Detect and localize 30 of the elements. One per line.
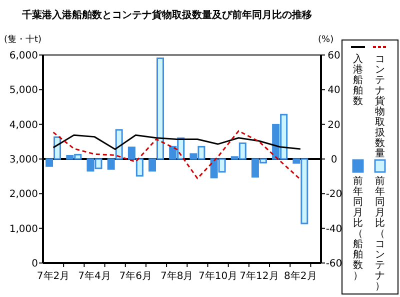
- x-tick-label: 8年2月: [284, 270, 317, 282]
- x-tick-label: 7年12月: [240, 270, 279, 282]
- legend-label: 入港船舶数: [353, 53, 363, 107]
- y-tick-label: 4,000: [9, 120, 38, 131]
- x-tick-label: 7年4月: [78, 270, 111, 282]
- y-axis-title: (隻・十t): [4, 34, 42, 45]
- y2-tick-label: -40: [326, 224, 342, 235]
- y2-tick-label: 0: [330, 154, 338, 166]
- text: コンテナ貨物取扱数量: [375, 54, 385, 160]
- y-tick-label: 1,000: [9, 224, 38, 235]
- y2-axis-title: (%): [318, 35, 334, 45]
- y-tick-label: 2,000: [9, 189, 38, 200]
- x-tick-label: 7年2月: [36, 270, 70, 282]
- chart-title: 千葉港入港船舶数とコンテナ貨物取扱数量及び前年同月比の推移: [21, 9, 312, 21]
- y-tick-label: 5,000: [9, 85, 38, 96]
- y2-tick-label: -20: [326, 189, 342, 200]
- y-tick-label: 6,000: [9, 50, 38, 62]
- y2-tick-label: 40: [328, 85, 340, 96]
- line-series: [52, 134, 302, 150]
- y2-tick-label: -60: [326, 258, 342, 270]
- x-tick-label: 7年8月: [160, 270, 194, 282]
- x-tick-label: 7年6月: [119, 270, 152, 282]
- line-series: [52, 130, 302, 180]
- y-tick-label: 0: [32, 258, 38, 270]
- y2-tick-label: 60: [328, 50, 340, 62]
- text: 前年同月比（コンテナ）: [375, 176, 385, 292]
- y-tick-label: 3,000: [9, 154, 38, 166]
- x-tick-label: 7年10月: [198, 270, 238, 282]
- text: 前年同月比（船舶数）: [353, 176, 363, 282]
- y2-tick-label: 20: [328, 120, 340, 131]
